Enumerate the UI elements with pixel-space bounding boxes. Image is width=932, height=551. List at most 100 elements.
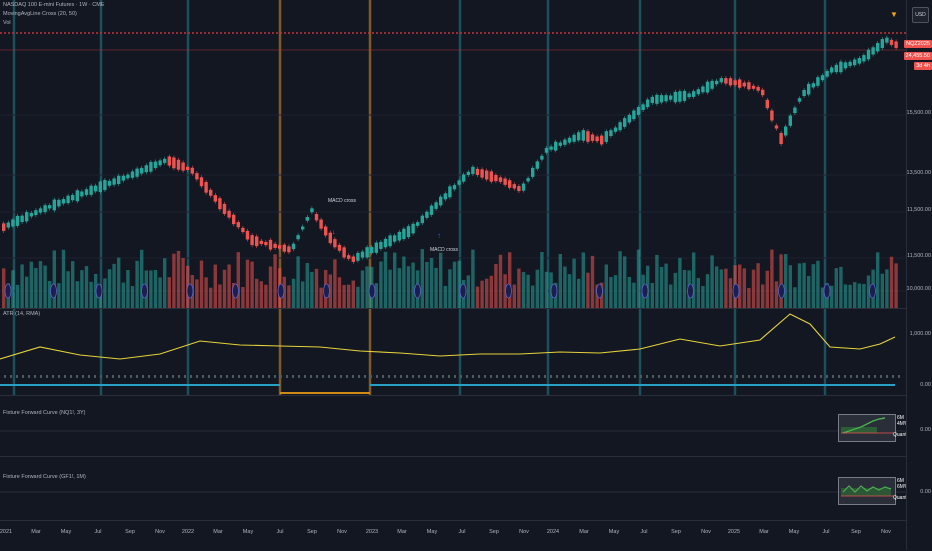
forward-curve-pane-1[interactable]: Fixture Forward Curve (NQ1!, 3Y) 6M 4M% … — [0, 396, 926, 456]
candle-body — [678, 91, 682, 102]
histogram-tick — [562, 375, 564, 378]
candle-body — [880, 39, 884, 48]
pane-separator[interactable] — [0, 395, 932, 396]
histogram-tick — [220, 375, 222, 378]
candle-body — [94, 185, 98, 192]
forward-curve-legend-2[interactable]: Fixture Forward Curve (GF1!, 1M) — [3, 474, 86, 480]
histogram-tick — [802, 375, 804, 378]
histogram-tick — [358, 375, 360, 378]
candle-body — [876, 43, 880, 52]
time-axis[interactable]: 2021 Mar May Jul Sep Nov 2022 Mar May Jul Sep Nov 20… — [0, 520, 906, 551]
volume-bar — [586, 272, 590, 308]
volume-bar — [866, 275, 871, 308]
candle-body — [287, 246, 291, 253]
volume-bar — [728, 278, 733, 308]
candle-body — [89, 185, 93, 195]
candle-body — [84, 189, 89, 195]
histogram-tick — [10, 375, 12, 378]
candle-body — [793, 107, 797, 114]
volume-bar — [673, 272, 677, 308]
histogram-tick — [64, 375, 66, 378]
candle-body — [807, 83, 811, 95]
histogram-tick — [88, 375, 90, 378]
histogram-tick — [616, 375, 618, 378]
time-tick: 2024 — [546, 529, 560, 535]
volume-bar — [181, 258, 185, 308]
pane-separator[interactable] — [0, 308, 932, 309]
atr-legend[interactable]: ATR (14, RMA) — [3, 311, 41, 317]
histogram-tick — [112, 375, 114, 378]
volume-bar — [393, 252, 397, 308]
histogram-tick — [598, 375, 600, 378]
bar-countdown: 3d 4h — [914, 62, 932, 70]
candle-body — [250, 235, 254, 246]
candle-body — [264, 241, 268, 246]
candle-body — [452, 185, 457, 190]
histogram-tick — [604, 375, 606, 378]
histogram-tick — [160, 375, 162, 378]
volume-bar — [360, 270, 365, 308]
histogram-tick — [652, 375, 654, 378]
histogram-tick — [682, 375, 684, 378]
ma-cross-legend[interactable]: MovingAvgLine Cross (20, 50) — [3, 11, 77, 17]
candle-body — [609, 130, 613, 137]
price-chart[interactable]: ↓ ↑ ▼ — [0, 0, 906, 308]
histogram-tick — [22, 375, 24, 378]
volume-bar — [581, 252, 585, 308]
histogram-tick — [892, 375, 894, 378]
candle-body — [485, 170, 489, 180]
volume-bar — [857, 283, 861, 308]
volume-bar — [66, 271, 70, 308]
volume-bar — [494, 264, 498, 308]
candle-body — [512, 184, 516, 189]
price-axis[interactable]: USD NQZ2025 24,455.50 3d 4h 15,500.00 13… — [903, 0, 932, 550]
volume-bar — [452, 261, 457, 308]
volume-bar — [664, 263, 668, 308]
pane-separator[interactable] — [0, 456, 932, 457]
histogram-tick — [118, 375, 120, 378]
candle-body — [342, 247, 346, 258]
volume-bar — [61, 249, 66, 308]
candle-body — [742, 82, 746, 87]
time-tick: May — [608, 529, 620, 535]
forward-curve-widget-2 — [838, 477, 896, 505]
histogram-tick — [880, 375, 882, 378]
time-tick: Jul — [458, 529, 466, 535]
histogram-tick — [796, 375, 798, 378]
atr-pane[interactable]: ATR (14, RMA) — [0, 309, 906, 395]
event-marker — [732, 283, 740, 299]
histogram-tick — [814, 375, 816, 378]
candle-body — [811, 83, 815, 88]
volume-legend[interactable]: Vol — [3, 20, 11, 26]
candle-body — [572, 134, 576, 142]
main-price-pane[interactable]: ↓ ↑ ▼ NASDAQ 100 E-mini Futures · 1W · CME… — [0, 0, 906, 308]
volume-bar — [25, 276, 29, 308]
histogram-tick — [346, 375, 348, 378]
volume-bar — [797, 263, 802, 308]
volume-bar — [604, 264, 608, 308]
candle-body — [2, 223, 6, 231]
candle-body — [245, 230, 250, 240]
price-tick: 15,500.00 — [906, 110, 931, 116]
histogram-tick — [550, 375, 552, 378]
currency-button[interactable]: USD — [912, 7, 929, 23]
candle-body — [360, 251, 365, 258]
volume-bar — [471, 249, 475, 308]
candle-body — [600, 135, 604, 145]
volume-bar — [558, 253, 562, 308]
price-tick: 11,500.00 — [906, 253, 931, 259]
candle-body — [443, 193, 447, 200]
histogram-tick — [196, 375, 198, 378]
symbol-legend[interactable]: NASDAQ 100 E-mini Futures · 1W · CME — [3, 2, 105, 8]
volume-bar — [337, 277, 342, 308]
event-marker — [641, 283, 649, 299]
forward-curve-pane-2[interactable]: Fixture Forward Curve (GF1!, 1M) 6M 6M% … — [0, 457, 926, 520]
candle-body — [121, 175, 125, 181]
volume-bar — [287, 285, 291, 308]
candle-body — [448, 186, 452, 198]
histogram-tick — [370, 375, 372, 378]
forward-curve-legend-1[interactable]: Fixture Forward Curve (NQ1!, 3Y) — [3, 410, 86, 416]
histogram-tick — [436, 375, 438, 378]
candle-body — [554, 141, 558, 151]
candle-body — [636, 107, 641, 115]
